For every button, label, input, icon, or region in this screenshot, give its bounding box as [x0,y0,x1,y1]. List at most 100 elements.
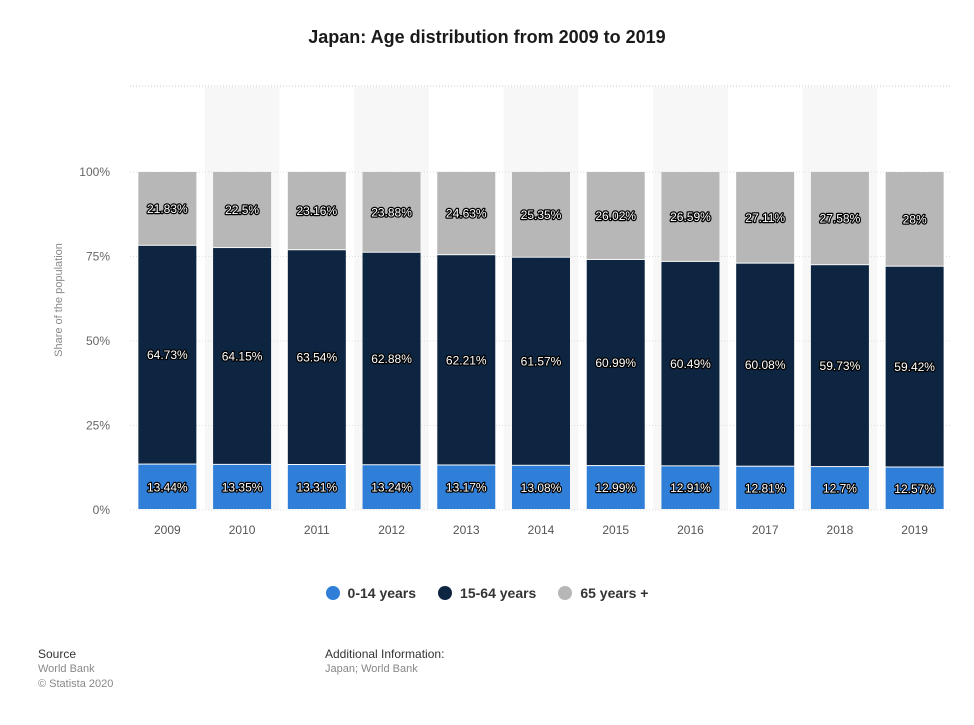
data-label: 26.59% [670,210,711,224]
y-tick-label: 100% [79,165,110,179]
bar-segment[interactable] [213,248,272,464]
data-label: 60.99% [595,356,636,370]
x-tick-label: 2018 [827,523,854,537]
bar-segment[interactable] [736,172,795,263]
data-label: 25.35% [521,208,562,222]
y-tick-label: 50% [86,334,110,348]
chart-legend: 0-14 years 15-64 years 65 years + [0,585,974,601]
bar-segment[interactable] [661,172,720,261]
bar-segment[interactable] [512,465,570,509]
x-tick-label: 2017 [752,523,779,537]
data-label: 12.57% [894,482,935,496]
data-label: 13.24% [371,481,412,495]
bar-segment[interactable] [736,263,795,466]
bar-segment[interactable] [810,467,869,509]
x-tick-label: 2014 [528,523,555,537]
additional-info-line-1: Japan; World Bank [325,663,418,675]
x-tick-label: 2010 [229,523,256,537]
additional-info-block: Additional Information: Japan; World Ban… [325,647,444,677]
bar-segment[interactable] [362,465,421,509]
legend-marker [438,586,453,600]
y-tick-label: 75% [86,250,110,264]
data-labels: 13.44% 64.73% 21.83% 13.35% 64.15% 22.5% 13.31… [146,201,937,497]
bar-segment[interactable] [586,259,645,466]
legend-item[interactable]: 0-14 years [325,585,417,601]
bar-segment[interactable] [287,250,346,465]
legend-label: 0-14 years [347,585,417,601]
x-tick-label: 2013 [453,523,480,537]
y-tick-label: 25% [86,419,110,433]
bar-segment[interactable] [362,172,421,252]
bar-segment[interactable] [885,266,944,467]
x-tick-label: 2016 [677,523,704,537]
data-label: 27.58% [820,212,861,226]
data-label: 28% [903,212,927,226]
source-line-2: © Statista 2020 [38,678,114,690]
bar-segment[interactable] [138,245,197,464]
data-label: 62.21% [446,353,487,367]
bar-segment[interactable] [437,465,496,509]
data-label: 13.08% [521,481,562,495]
source-block: Source World Bank © Statista 2020 [38,647,113,692]
bar-segment[interactable] [512,257,570,465]
data-label: 12.99% [595,481,636,495]
data-label: 26.02% [595,209,636,223]
legend-marker [558,586,573,600]
bar-segment[interactable] [661,466,720,509]
data-label: 24.63% [446,207,487,221]
data-label: 59.42% [894,360,935,374]
legend-label: 65 years + [580,585,649,601]
data-label: 12.81% [745,481,786,495]
data-label: 63.54% [296,351,337,365]
y-tick-label: 0% [93,503,111,517]
x-axis-ticks: 2009 2010 2011 2012 2013 2014 2015 2016 2017 2018… [154,523,928,537]
bar-segment[interactable] [512,172,570,257]
data-label: 64.73% [147,348,188,362]
x-tick-label: 2015 [602,523,629,537]
additional-info-label[interactable]: Additional Information: [325,647,445,661]
bar-segment[interactable] [885,467,944,509]
bar-segment[interactable] [287,465,346,509]
bar-segment[interactable] [736,466,795,509]
bar-segment[interactable] [586,172,645,259]
chart-title: Japan: Age distribution from 2009 to 201… [308,27,666,47]
bar-segment[interactable] [362,252,421,465]
data-label: 13.17% [446,481,487,495]
data-label: 60.08% [745,358,786,372]
legend-marker [325,586,340,600]
data-label: 13.31% [296,481,337,495]
data-label: 62.88% [371,352,412,366]
bar-segment[interactable] [437,171,496,255]
data-label: 12.7% [823,482,857,496]
bar-segment[interactable] [661,261,720,466]
y-axis-label: Share of the population [53,243,65,357]
data-label: 59.73% [820,359,861,373]
source-label[interactable]: Source [38,647,77,661]
data-label: 12.91% [670,481,711,495]
bar-segment[interactable] [213,172,272,248]
bar-segment[interactable] [586,466,645,509]
legend-label: 15-64 years [460,585,537,601]
data-label: 13.35% [222,480,263,494]
data-label: 23.16% [296,204,337,218]
x-tick-label: 2019 [901,523,928,537]
bar-segment[interactable] [213,464,272,509]
x-tick-label: 2012 [378,523,405,537]
data-label: 60.49% [670,357,711,371]
x-tick-label: 2009 [154,523,181,537]
legend-item[interactable]: 15-64 years [438,585,536,601]
bar-segment[interactable] [885,172,944,266]
data-label: 13.44% [147,480,188,494]
bar-segment[interactable] [810,171,869,265]
bar-segment[interactable] [138,464,197,509]
bars [138,171,944,509]
bar-segment[interactable] [810,265,869,467]
bar-segment[interactable] [287,171,346,250]
source-line-1[interactable]: World Bank [38,663,95,675]
bar-segment[interactable] [138,172,197,245]
legend-item[interactable]: 65 years + [558,585,648,601]
x-tick-label: 2011 [304,523,330,537]
bar-segment[interactable] [437,255,496,465]
data-label: 23.88% [371,205,412,219]
